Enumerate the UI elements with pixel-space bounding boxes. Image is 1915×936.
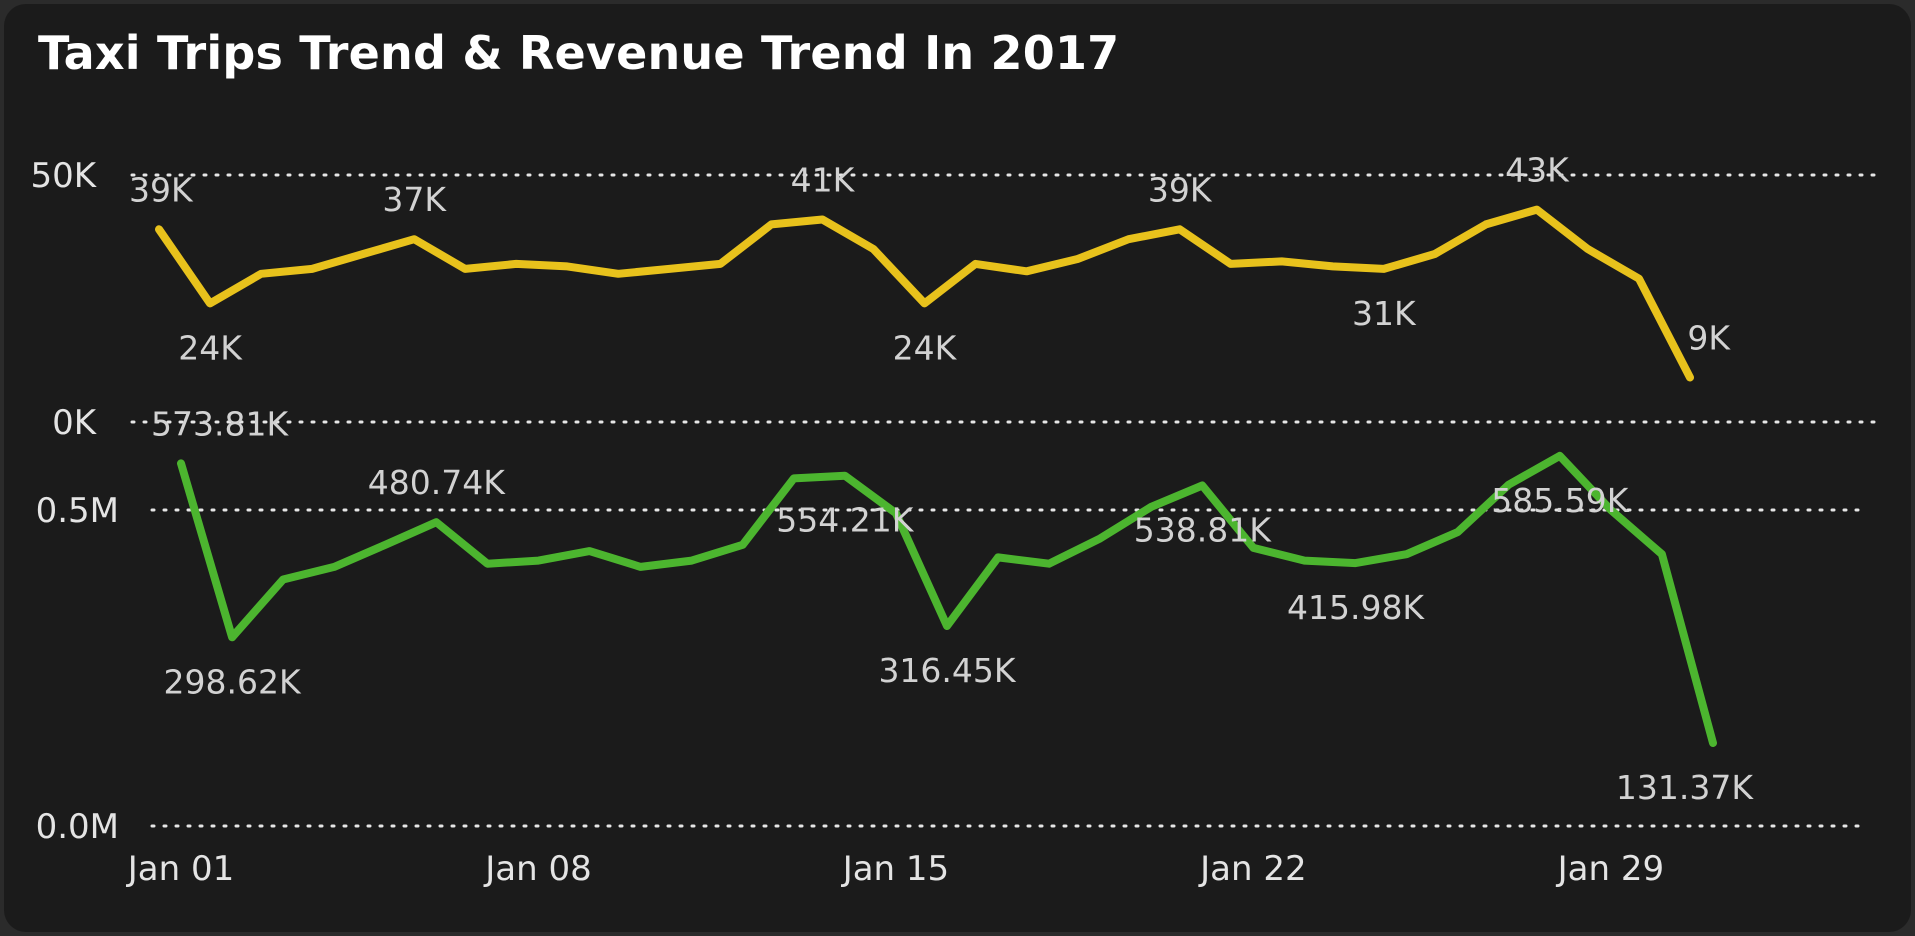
trips-y-tick-label: 0K <box>52 403 98 443</box>
revenue-data-label: 538.81K <box>1134 510 1272 549</box>
revenue-y-tick-label: 0.0M <box>36 807 119 847</box>
trips-data-label: 24K <box>893 328 958 367</box>
chart-card: Taxi Trips Trend & Revenue Trend In 2017… <box>4 4 1911 932</box>
trips-data-label: 39K <box>129 170 194 209</box>
revenue-data-label: 316.45K <box>878 651 1016 690</box>
chart-plot-area: 0K 50K 39K 24K 37K 41K 24K 39K 31K 43K 9K 0.0M 0.5M J… <box>30 151 1876 889</box>
x-tick-label: Jan 22 <box>1198 849 1306 889</box>
revenue-series-line <box>177 451 1717 747</box>
revenue-data-label: 585.59K <box>1491 481 1629 520</box>
revenue-data-label: 554.21K <box>776 501 914 540</box>
trips-data-label: 24K <box>178 328 243 367</box>
revenue-data-label: 415.98K <box>1287 588 1425 627</box>
trips-data-label: 41K <box>791 160 856 199</box>
trips-data-label: 9K <box>1687 319 1731 358</box>
x-tick-label: Jan 15 <box>841 849 949 889</box>
trips-data-label: 39K <box>1148 170 1213 209</box>
revenue-data-label: 298.62K <box>164 662 302 701</box>
x-tick-label: Jan 08 <box>483 849 591 889</box>
trips-y-tick-label: 50K <box>30 156 97 196</box>
trips-data-label: 43K <box>1505 151 1570 190</box>
trips-series-line <box>155 205 1694 382</box>
revenue-data-label: 480.74K <box>368 463 506 502</box>
trips-data-label: 31K <box>1352 294 1417 333</box>
revenue-data-label: 573.81K <box>151 404 289 443</box>
trips-data-label: 37K <box>382 180 447 219</box>
x-tick-label: Jan 29 <box>1556 849 1664 889</box>
revenue-data-label: 131.37K <box>1616 768 1754 807</box>
revenue-y-tick-label: 0.5M <box>36 491 119 531</box>
chart-title: Taxi Trips Trend & Revenue Trend In 2017 <box>38 26 1120 80</box>
x-tick-label: Jan 01 <box>126 849 234 889</box>
